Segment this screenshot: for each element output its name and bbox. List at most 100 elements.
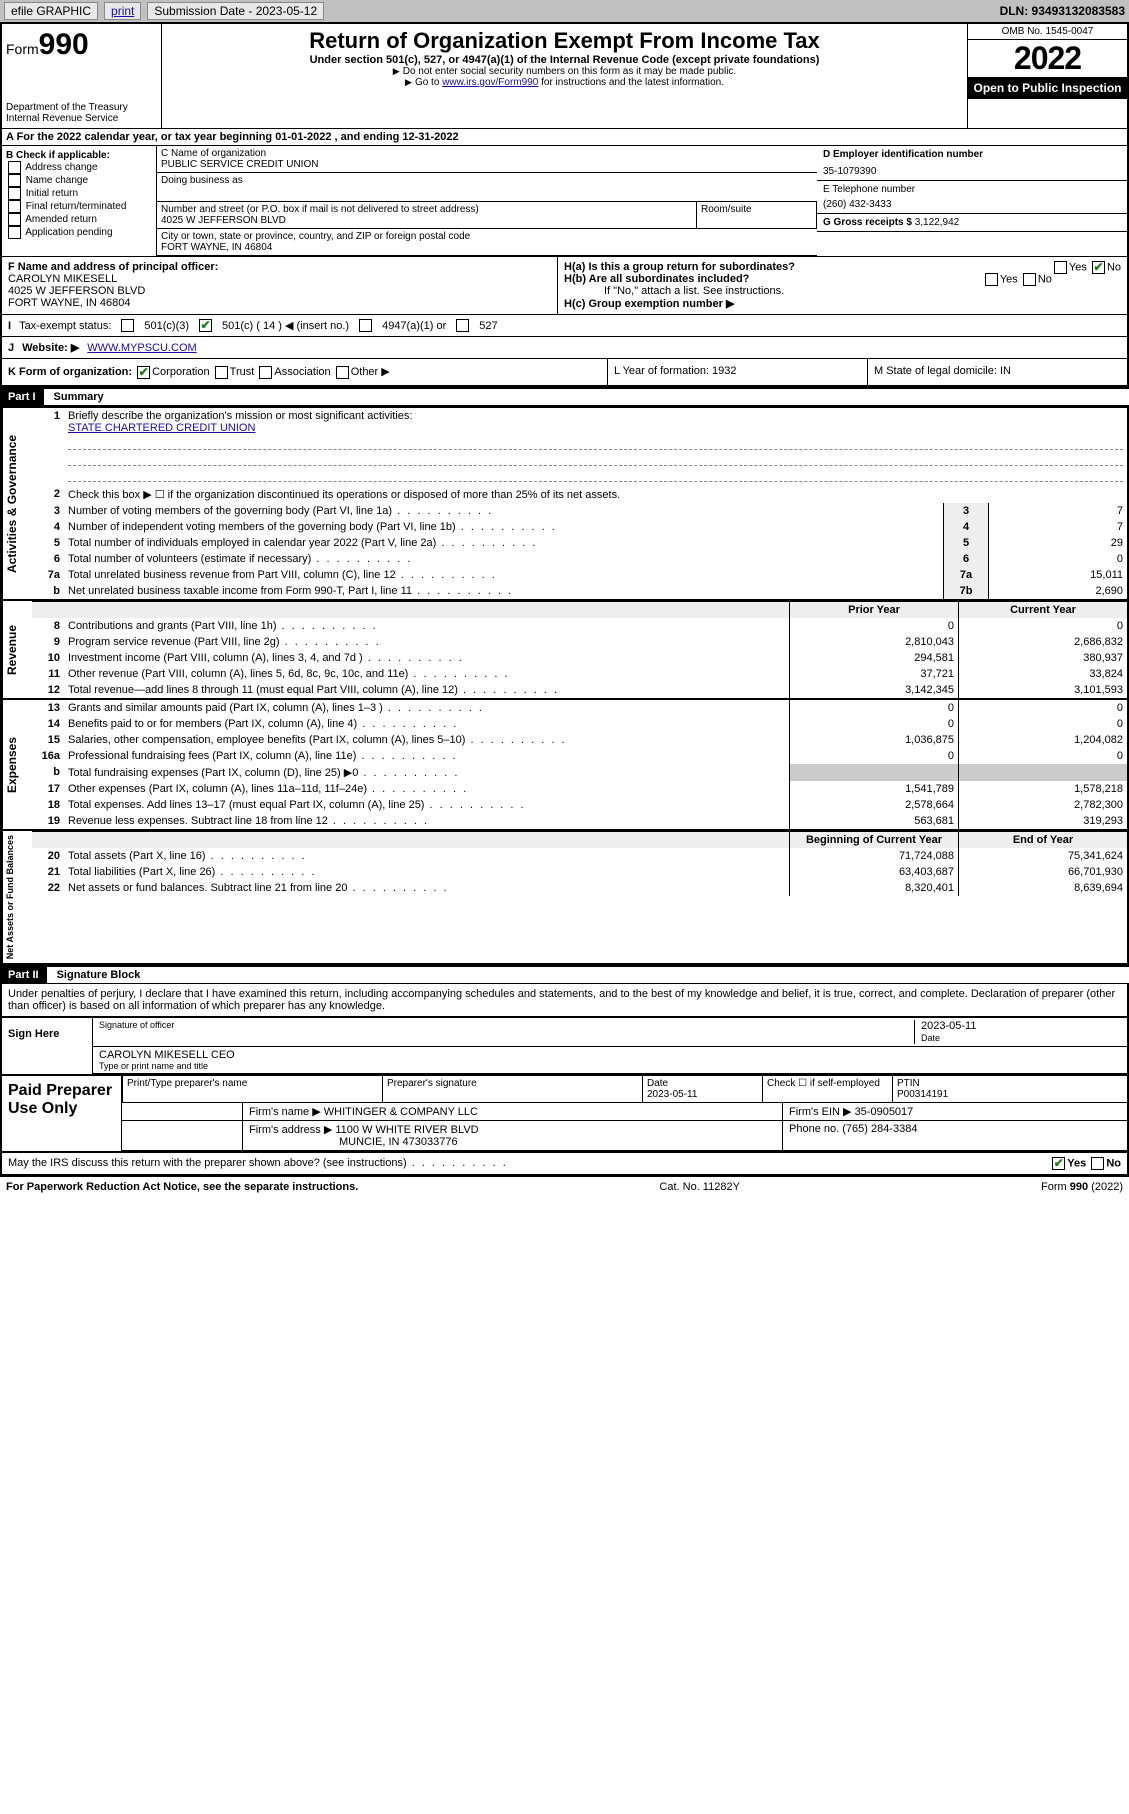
side-revenue: Revenue bbox=[2, 601, 32, 698]
hdr-end: End of Year bbox=[959, 831, 1128, 848]
submission-date: Submission Date - 2023-05-12 bbox=[147, 2, 324, 20]
form-note-2: Go to www.irs.gov/Form990 for instructio… bbox=[170, 77, 959, 88]
table-row: 21Total liabilities (Part X, line 26)63,… bbox=[32, 864, 1127, 880]
hb-label: H(b) Are all subordinates included? bbox=[564, 273, 749, 285]
block-bcdeg: B Check if applicable: Address change Na… bbox=[0, 146, 1129, 257]
table-row: 14Benefits paid to or for members (Part … bbox=[32, 716, 1127, 732]
table-row: 13Grants and similar amounts paid (Part … bbox=[32, 700, 1127, 716]
table-row: 18Total expenses. Add lines 13–17 (must … bbox=[32, 797, 1127, 813]
part-i-head: Part I bbox=[0, 389, 44, 405]
c-name-label: C Name of organization bbox=[161, 148, 813, 159]
table-row: 11Other revenue (Part VIII, column (A), … bbox=[32, 666, 1127, 682]
ha-no[interactable] bbox=[1092, 261, 1105, 274]
hc-label: H(c) Group exemption number ▶ bbox=[564, 298, 734, 310]
firm-ein: 35-0905017 bbox=[855, 1106, 914, 1118]
part-ii-label: Signature Block bbox=[57, 969, 141, 981]
self-employed: Check ☐ if self-employed bbox=[762, 1076, 892, 1103]
mission-link[interactable]: STATE CHARTERED CREDIT UNION bbox=[68, 422, 255, 434]
sig-officer-label: Signature of officer bbox=[99, 1020, 914, 1030]
d-label: D Employer identification number bbox=[823, 149, 1121, 160]
ein-value: 35-1079390 bbox=[823, 160, 1121, 177]
section-c: C Name of organization PUBLIC SERVICE CR… bbox=[157, 146, 817, 256]
e-label: E Telephone number bbox=[823, 184, 1121, 195]
part-i-bar: Part I Summary bbox=[0, 387, 1129, 406]
firm-addr: 1100 W WHITE RIVER BLVD bbox=[335, 1124, 478, 1136]
form-title: Return of Organization Exempt From Incom… bbox=[170, 28, 959, 54]
table-row: 22Net assets or fund balances. Subtract … bbox=[32, 880, 1127, 896]
ha-yes[interactable] bbox=[1054, 261, 1067, 274]
hb-no[interactable] bbox=[1023, 273, 1036, 286]
website-link[interactable]: WWW.MYPSCU.COM bbox=[87, 342, 196, 354]
chk-trust[interactable] bbox=[215, 366, 228, 379]
chk-527[interactable] bbox=[456, 319, 469, 332]
org-name: PUBLIC SERVICE CREDIT UNION bbox=[161, 159, 813, 170]
table-row: 3Number of voting members of the governi… bbox=[32, 503, 1127, 519]
chk-other[interactable] bbox=[336, 366, 349, 379]
part-ii-bar: Part II Signature Block bbox=[0, 965, 1129, 984]
dln-text: DLN: 93493132083583 bbox=[1000, 4, 1125, 18]
part-ii-head: Part II bbox=[0, 967, 47, 983]
hdr-prior: Prior Year bbox=[790, 601, 959, 618]
city-value: FORT WAYNE, IN 46804 bbox=[161, 242, 813, 253]
chk-final[interactable] bbox=[8, 200, 21, 213]
table-row: 15Salaries, other compensation, employee… bbox=[32, 732, 1127, 748]
chk-name-change[interactable] bbox=[8, 174, 21, 187]
chk-initial[interactable] bbox=[8, 187, 21, 200]
chk-4947[interactable] bbox=[359, 319, 372, 332]
state-domicile: M State of legal domicile: IN bbox=[867, 359, 1127, 385]
efile-button[interactable]: efile GRAPHIC bbox=[4, 2, 98, 20]
form-number: 990 bbox=[39, 28, 89, 61]
chk-assoc[interactable] bbox=[259, 366, 272, 379]
side-net: Net Assets or Fund Balances bbox=[2, 831, 32, 963]
table-row: 8Contributions and grants (Part VIII, li… bbox=[32, 618, 1127, 634]
chk-corp[interactable] bbox=[137, 366, 150, 379]
dept-label: Department of the Treasury bbox=[6, 102, 157, 113]
footer-left: For Paperwork Reduction Act Notice, see … bbox=[6, 1181, 358, 1193]
side-expenses: Expenses bbox=[2, 700, 32, 829]
preparer-name-label: Print/Type preparer's name bbox=[122, 1076, 382, 1103]
footer-right: Form 990 (2022) bbox=[1041, 1181, 1123, 1193]
section-deg: D Employer identification number 35-1079… bbox=[817, 146, 1127, 256]
open-inspection: Open to Public Inspection bbox=[968, 77, 1127, 99]
room-label: Room/suite bbox=[697, 202, 817, 229]
print-button[interactable]: print bbox=[104, 2, 141, 20]
may-no[interactable] bbox=[1091, 1157, 1104, 1170]
ha-label: H(a) Is this a group return for subordin… bbox=[564, 261, 795, 273]
dba-label: Doing business as bbox=[161, 175, 813, 186]
may-discuss: May the IRS discuss this return with the… bbox=[0, 1153, 1129, 1176]
firm-city: MUNCIE, IN 473033776 bbox=[249, 1136, 458, 1148]
gross-receipts: 3,122,942 bbox=[915, 217, 960, 228]
chk-amended[interactable] bbox=[8, 213, 21, 226]
phone-value: (260) 432-3433 bbox=[823, 195, 1121, 210]
paid-label: Paid Preparer Use Only bbox=[2, 1076, 122, 1151]
chk-501c3[interactable] bbox=[121, 319, 134, 332]
part-i-label: Summary bbox=[54, 391, 104, 403]
table-row: bTotal fundraising expenses (Part IX, co… bbox=[32, 764, 1127, 781]
table-row: 9Program service revenue (Part VIII, lin… bbox=[32, 634, 1127, 650]
l1-label: Briefly describe the organization's miss… bbox=[68, 410, 412, 422]
preparer-sig-label: Preparer's signature bbox=[382, 1076, 642, 1103]
table-row: 20Total assets (Part X, line 16)71,724,0… bbox=[32, 848, 1127, 864]
instructions-link[interactable]: www.irs.gov/Form990 bbox=[442, 77, 538, 88]
chk-address-change[interactable] bbox=[8, 161, 21, 174]
chk-501c[interactable] bbox=[199, 319, 212, 332]
table-row: 6Total number of volunteers (estimate if… bbox=[32, 551, 1127, 567]
form-word: Form bbox=[6, 41, 39, 57]
irs-label: Internal Revenue Service bbox=[6, 113, 157, 124]
row-k-l-m: K Form of organization: Corporation Trus… bbox=[0, 359, 1129, 387]
footer-mid: Cat. No. 11282Y bbox=[659, 1181, 740, 1193]
officer-addr2: FORT WAYNE, IN 46804 bbox=[8, 297, 551, 309]
hdr-curr: Current Year bbox=[959, 601, 1128, 618]
chk-pending[interactable] bbox=[8, 226, 21, 239]
j-label: Website: ▶ bbox=[22, 341, 79, 354]
year-formation: L Year of formation: 1932 bbox=[607, 359, 867, 385]
page-footer: For Paperwork Reduction Act Notice, see … bbox=[0, 1176, 1129, 1197]
may-yes[interactable] bbox=[1052, 1157, 1065, 1170]
ptin: P00314191 bbox=[897, 1089, 948, 1100]
top-toolbar: efile GRAPHIC print Submission Date - 20… bbox=[0, 0, 1129, 22]
prep-date: 2023-05-11 bbox=[647, 1089, 697, 1100]
street-label: Number and street (or P.O. box if mail i… bbox=[161, 204, 692, 215]
form-note-1: Do not enter social security numbers on … bbox=[170, 66, 959, 77]
perjury-text: Under penalties of perjury, I declare th… bbox=[0, 984, 1129, 1016]
hb-yes[interactable] bbox=[985, 273, 998, 286]
